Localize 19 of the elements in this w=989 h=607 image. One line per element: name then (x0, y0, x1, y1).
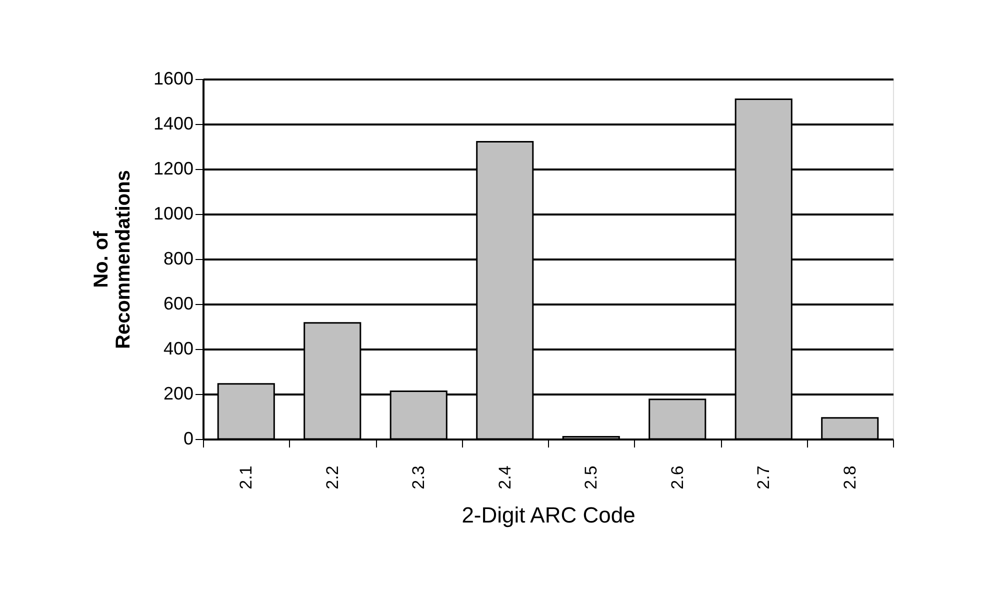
x-tick-label: 2.3 (409, 466, 428, 490)
y-tick-label: 1000 (153, 204, 194, 224)
y-tick-label: 600 (163, 294, 194, 314)
y-tick-label: 0 (183, 428, 194, 448)
x-tick-label: 2.1 (236, 466, 256, 490)
x-tick-label: 2.6 (668, 466, 687, 490)
x-tick-label: 2.4 (495, 466, 514, 490)
y-tick-label: 1400 (153, 114, 194, 134)
x-axis-title: 2-Digit ARC Code (462, 502, 636, 528)
y-tick-label: 400 (163, 338, 194, 358)
y-tick-label: 1600 (153, 68, 194, 88)
x-tick-label: 2.5 (582, 466, 601, 490)
x-tick-label: 2.8 (840, 466, 860, 490)
y-axis-title: No. of Recommendations (90, 170, 134, 349)
x-tick-label: 2.7 (754, 466, 774, 490)
y-tick-label: 200 (163, 384, 194, 404)
x-tick-label: 2.2 (322, 466, 342, 490)
y-tick-label: 800 (163, 248, 194, 268)
y-tick-label: 1200 (153, 158, 194, 178)
